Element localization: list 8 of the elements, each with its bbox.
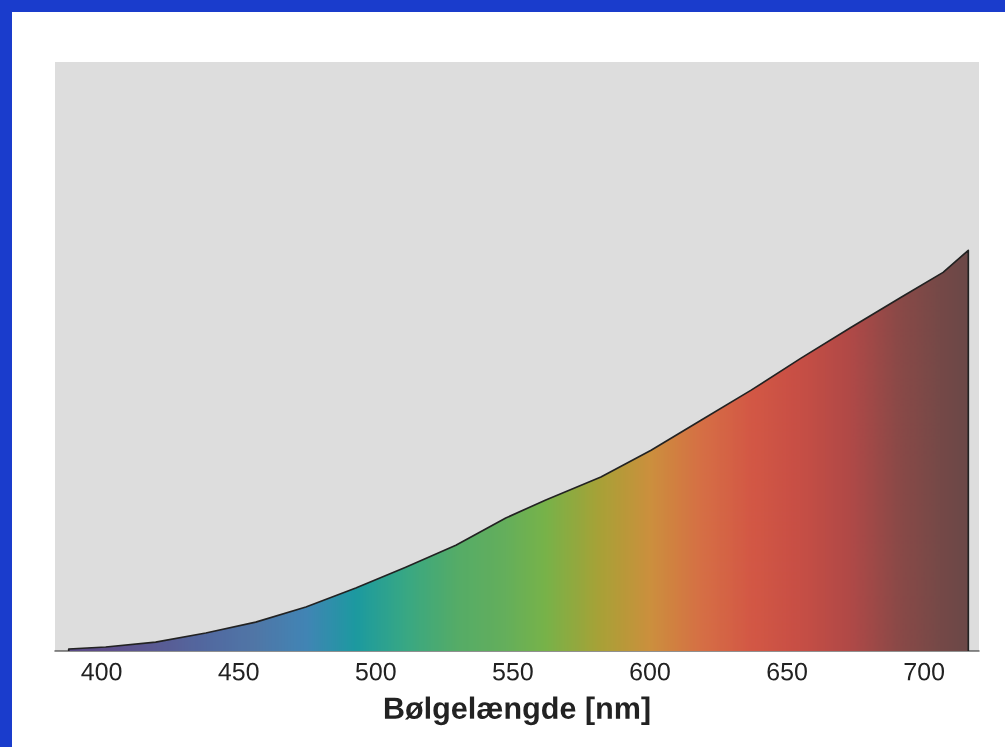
x-tick-label: 600 — [630, 662, 670, 681]
x-tick-label: 400 — [81, 662, 122, 681]
x-tick-label: 500 — [355, 662, 396, 681]
x-axis-title: Bølgelængde [nm] — [384, 696, 650, 726]
x-tick-label: 700 — [904, 662, 945, 681]
x-tick-label: 450 — [218, 662, 259, 681]
x-tick-label: 650 — [767, 662, 807, 681]
x-tick-label: 550 — [493, 662, 533, 681]
